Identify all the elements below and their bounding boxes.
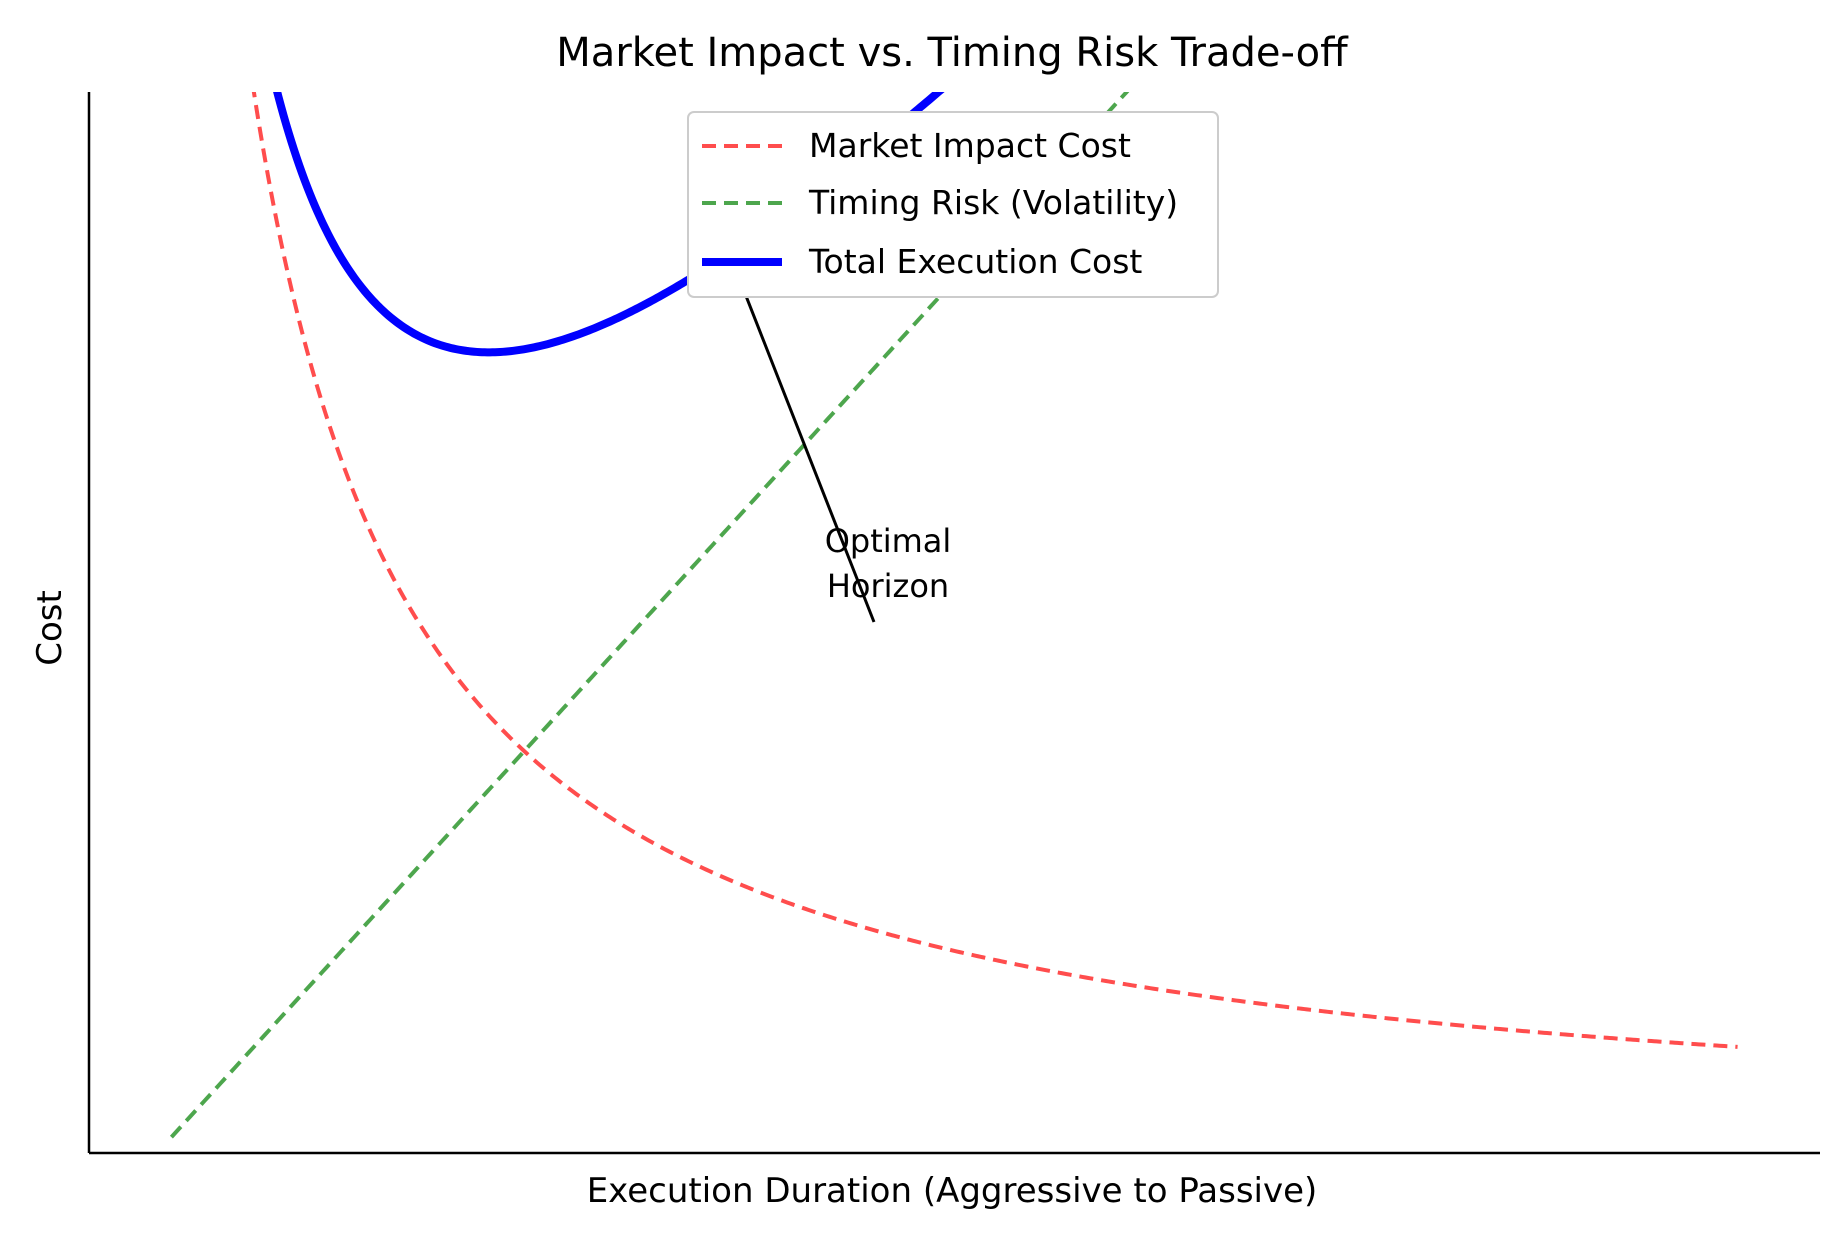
legend-label-total: Total Execution Cost — [808, 242, 1142, 281]
legend-box — [687, 111, 1219, 298]
x-axis-label: Execution Duration (Aggressive to Passiv… — [587, 1171, 1318, 1211]
legend-label-timing: Timing Risk (Volatility) — [808, 183, 1178, 222]
y-axis-label: Cost — [30, 590, 70, 666]
annotation-line-2: Horizon — [827, 567, 949, 605]
annotation: Optimal Horizon — [722, 239, 951, 623]
legend: Market Impact Cost Timing Risk (Volatili… — [687, 111, 1219, 298]
series-line-timing — [169, 92, 1130, 1139]
series-group — [169, 92, 1738, 1139]
series-line-total — [273, 92, 945, 357]
legend-label-impact: Market Impact Cost — [809, 126, 1131, 165]
series-line-impact — [251, 92, 1738, 1049]
chart-title: Market Impact vs. Timing Risk Trade-off — [556, 30, 1349, 76]
annotation-arrow-shaft — [723, 242, 876, 623]
